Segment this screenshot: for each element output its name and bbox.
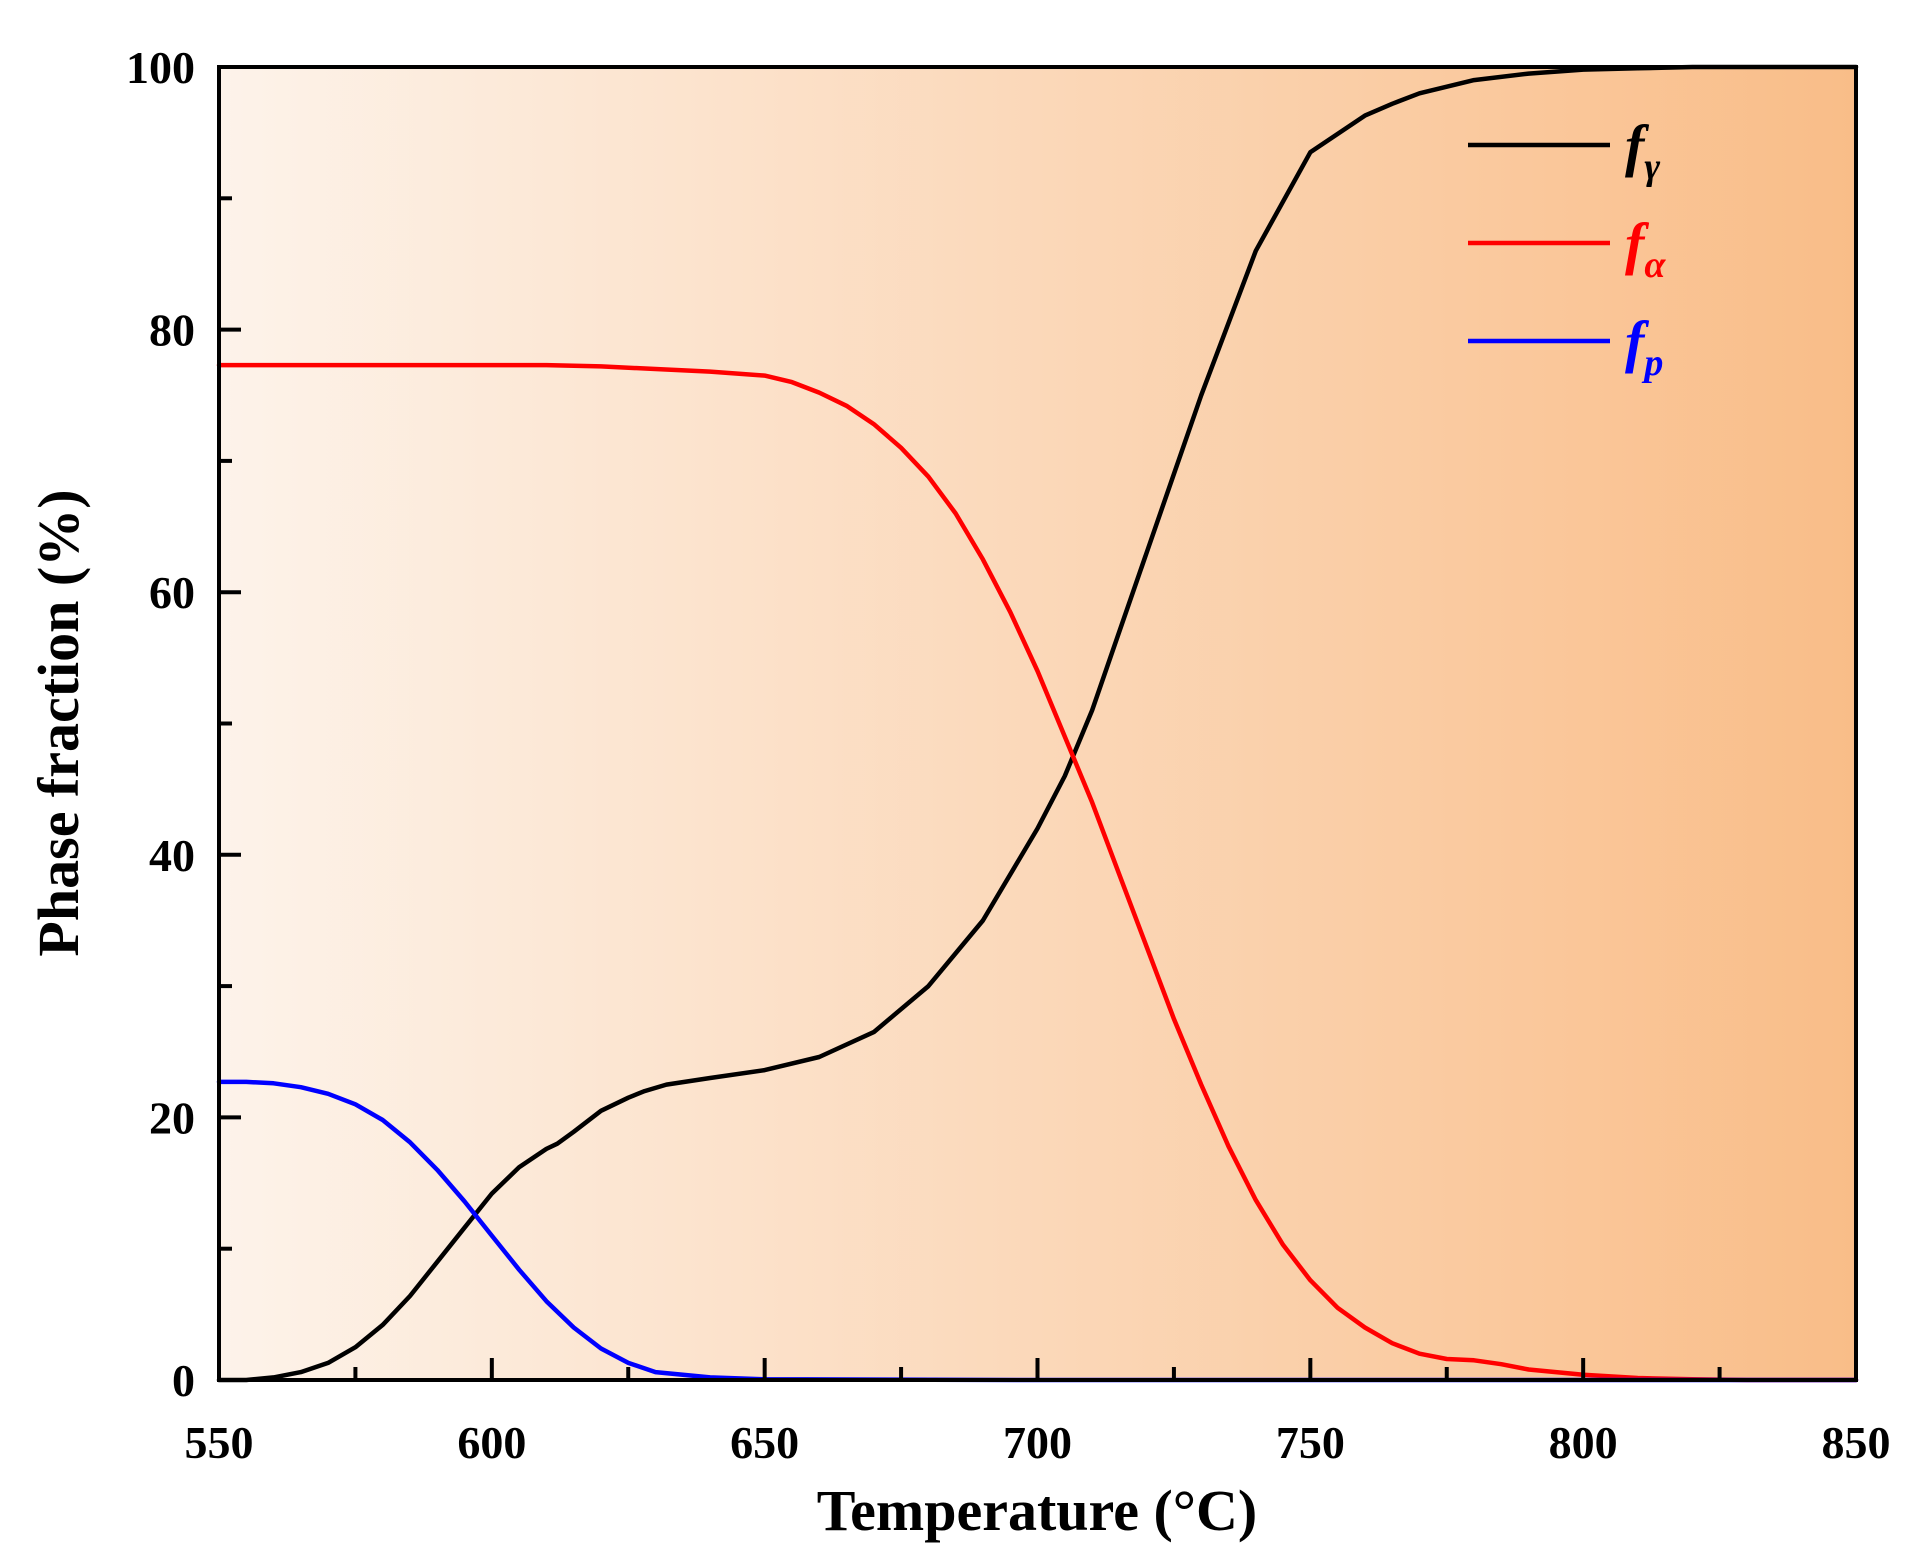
series-line-1 [216,64,1859,1383]
y-tick-label: 100 [126,42,195,93]
x-tick-label: 750 [1276,1417,1345,1468]
legend-subscript-2: α [1644,244,1666,286]
y-tick-label: 80 [149,305,195,356]
plot-frame [217,65,1858,1382]
series-line-2 [216,362,1859,1383]
x-tick-label: 650 [730,1417,799,1468]
x-tick-labels: 550 600 650 700 750 800 850 [185,1417,1891,1468]
x-tick-label: 800 [1549,1417,1618,1468]
y-tick-label: 60 [149,567,195,618]
y-tick-labels: 0 20 40 60 80 100 [126,42,195,1406]
y-tick-label: 20 [149,1092,195,1143]
x-tick-label: 700 [1003,1417,1072,1468]
plot-area-background [219,67,1856,1380]
x-axis-title: Temperature (°C) [817,1478,1257,1543]
x-tick-label: 550 [185,1417,254,1468]
legend-subscript-1: γ [1644,146,1660,188]
y-tick-label: 40 [149,830,195,881]
x-tick-label: 850 [1822,1417,1891,1468]
y-tick-label: 0 [172,1355,195,1406]
x-tick-label: 600 [457,1417,526,1468]
legend-subscript-3: p [1641,342,1663,384]
y-axis-title: Phase fraction (%) [26,489,91,956]
